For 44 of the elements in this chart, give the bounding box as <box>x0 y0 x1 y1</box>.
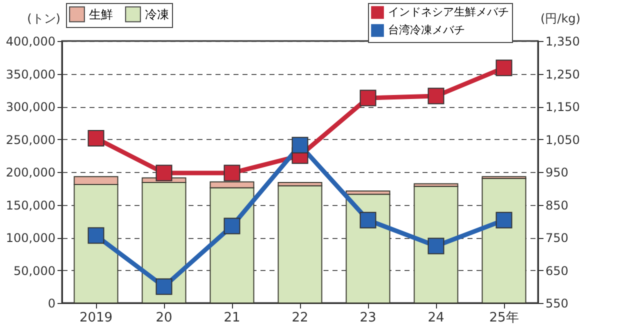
point <box>292 136 308 154</box>
y-axis-title: (トン) <box>27 12 60 26</box>
point <box>224 164 240 182</box>
point <box>156 278 172 295</box>
y-tick-label: 50,000 <box>14 264 56 278</box>
point <box>360 90 376 106</box>
y-tick-label: 250,000 <box>6 132 56 147</box>
point <box>88 227 104 244</box>
legend-label: 生鮮 <box>89 7 113 22</box>
y-tick-label: 300,000 <box>6 100 56 114</box>
y2-tick-label: 750 <box>546 231 568 245</box>
point <box>428 88 444 104</box>
point <box>496 60 512 76</box>
y2-tick-label: 550 <box>546 296 568 310</box>
point <box>360 212 376 228</box>
x-tick-label: 2019 <box>79 310 113 326</box>
point <box>88 130 104 147</box>
y-tick-label: 350,000 <box>6 67 56 82</box>
y2-tick-label: 850 <box>546 198 568 212</box>
y2-axis-title: (円/kg) <box>540 12 580 26</box>
x-tick-label: 22 <box>292 310 308 326</box>
legend-label: 冷凍 <box>145 7 169 22</box>
y2-tick-label: 1,150 <box>546 100 580 114</box>
y-tick-label: 0 <box>48 296 56 310</box>
y-tick-label: 400,000 <box>6 34 56 48</box>
y2-tick-label: 1,350 <box>546 34 580 48</box>
y2-tick-label: 1,250 <box>546 67 580 82</box>
legend-label: インドネシア生鮮メバチ <box>388 6 509 18</box>
x-tick-label: 25年 <box>489 310 519 326</box>
point <box>156 164 172 182</box>
y2-tick-label: 950 <box>546 166 568 180</box>
x-tick-label: 20 <box>156 310 172 326</box>
y-tick-label: 150,000 <box>6 198 56 212</box>
point <box>496 212 512 228</box>
x-tick-label: 24 <box>428 310 444 326</box>
legend-label: 台湾冷凍メバチ <box>388 24 465 36</box>
x-tick-label: 23 <box>360 310 376 326</box>
y2-tick-label: 650 <box>546 264 568 278</box>
x-tick-label: 21 <box>224 310 240 326</box>
y-tick-label: 200,000 <box>6 166 56 180</box>
y-tick-label: 100,000 <box>6 231 56 245</box>
point <box>428 238 444 254</box>
point <box>224 218 240 234</box>
y2-tick-label: 1,050 <box>546 132 580 147</box>
